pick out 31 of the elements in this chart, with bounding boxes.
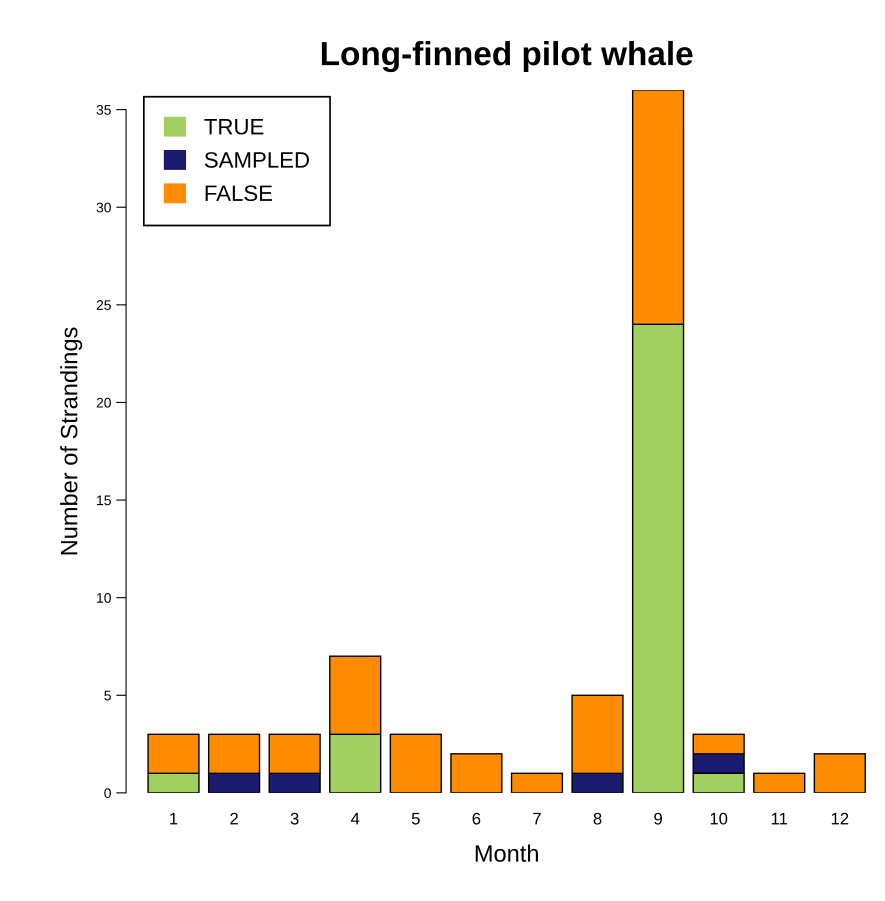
y-tick-label: 10: [97, 593, 111, 603]
legend-label: TRUE: [204, 119, 264, 135]
y-tick-label: 30: [96, 202, 111, 212]
y-tick-label: 20: [96, 398, 111, 408]
x-tick-label: 12: [832, 812, 848, 824]
x-tick-label: 8: [594, 812, 602, 825]
y-tick-label: 0: [104, 788, 111, 798]
x-tick-label: 1: [170, 812, 178, 824]
y-tick-label: 15: [97, 496, 111, 506]
bar: [753, 772, 806, 793]
y-tick-label: 35: [96, 104, 111, 115]
bar: [390, 734, 442, 793]
x-tick-label: 3: [290, 812, 299, 825]
y-axis-title: Number of Strandings: [60, 328, 82, 554]
bar: [814, 753, 866, 793]
x-tick-label: 11: [772, 812, 788, 824]
y-tick-label: 5: [104, 690, 111, 700]
x-tick-label: 7: [533, 812, 541, 824]
bar: [450, 753, 503, 793]
x-tick-label: 10: [710, 812, 728, 825]
x-tick-label: 4: [350, 812, 360, 824]
x-tick-label: 9: [654, 812, 662, 825]
x-tick-label: 2: [230, 812, 238, 824]
legend-label: SAMPLED: [204, 152, 309, 168]
bar: [510, 772, 564, 793]
x-tick-label: 5: [412, 812, 420, 825]
x-axis-title: Month: [476, 844, 538, 862]
x-tick-label: 6: [472, 812, 480, 825]
chart-title: Long-finned pilot whale: [322, 40, 693, 72]
legend-label: FALSE: [206, 185, 272, 202]
y-tick-label: 25: [96, 300, 111, 310]
